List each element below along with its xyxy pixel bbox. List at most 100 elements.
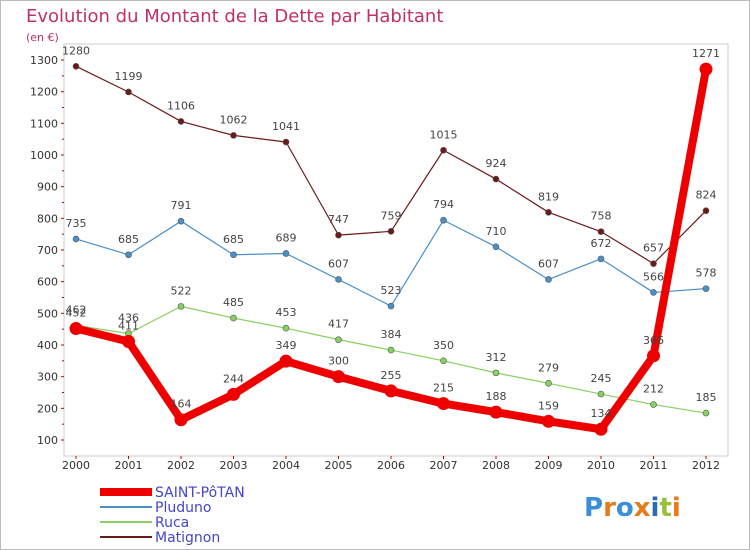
series-pluduno xyxy=(72,216,710,310)
data-point xyxy=(437,397,450,411)
legend-label: SAINT-PôTAN xyxy=(155,485,245,501)
data-point xyxy=(387,346,395,354)
data-point xyxy=(230,132,237,139)
chart-subtitle: (en €) xyxy=(26,31,59,44)
data-label: 607 xyxy=(538,257,559,270)
data-label: 1062 xyxy=(220,113,248,126)
y-tick-label: 1200 xyxy=(30,86,58,99)
data-label: 349 xyxy=(276,339,297,352)
data-label: 411 xyxy=(118,320,139,333)
y-tick-label: 300 xyxy=(37,371,58,384)
data-label: 566 xyxy=(643,270,664,283)
data-point xyxy=(125,88,132,96)
x-tick-label: 2004 xyxy=(272,459,300,472)
x-tick-label: 2011 xyxy=(640,459,668,472)
y-tick-label: 500 xyxy=(37,307,58,320)
x-tick-label: 2002 xyxy=(167,459,195,472)
axes: 100 200 300 400 500 600 700 800 900 1000 1100 1200 1… xyxy=(30,43,729,472)
data-point xyxy=(72,63,80,70)
data-point xyxy=(384,384,398,398)
data-labels-layer: 1280 1199 1106 1062 1041 747 759 1015 924 819 758 6… xyxy=(62,44,720,420)
data-label: 485 xyxy=(223,296,244,309)
data-label: 417 xyxy=(328,318,349,331)
data-point xyxy=(647,349,660,363)
data-label: 159 xyxy=(538,399,559,412)
data-label: 685 xyxy=(118,233,139,246)
data-point xyxy=(594,422,608,436)
data-point xyxy=(387,302,395,310)
series-ruca xyxy=(72,303,710,417)
data-point xyxy=(335,276,342,283)
chart-title: Evolution du Montant de la Dette par Hab… xyxy=(26,6,443,27)
data-point xyxy=(545,209,552,216)
data-label: 735 xyxy=(66,217,87,230)
data-point xyxy=(650,401,657,408)
y-tick-label: 400 xyxy=(37,339,58,352)
data-point xyxy=(492,243,500,251)
y-tick-label: 1100 xyxy=(30,117,58,130)
data-label: 1106 xyxy=(167,99,195,112)
data-point xyxy=(489,405,503,419)
data-point xyxy=(125,251,132,259)
series-matignon xyxy=(72,63,710,267)
y-tick-label: 900 xyxy=(37,181,58,194)
data-point xyxy=(282,138,290,146)
y-tick-label: 1300 xyxy=(30,54,58,67)
data-label: 1041 xyxy=(272,120,300,133)
data-point xyxy=(174,413,188,427)
x-tick-label: 2000 xyxy=(62,459,90,472)
legend-label: Ruca xyxy=(155,515,189,531)
y-tick-label: 200 xyxy=(37,402,58,415)
data-point xyxy=(440,146,447,154)
data-label: 672 xyxy=(591,237,612,250)
data-label: 819 xyxy=(538,190,559,203)
y-tick-label: 1000 xyxy=(30,149,58,162)
data-point xyxy=(230,251,237,259)
data-label: 657 xyxy=(643,242,664,255)
series-saint-p-tan xyxy=(69,62,713,436)
data-label: 824 xyxy=(696,189,717,202)
x-tick-label: 2005 xyxy=(325,459,353,472)
data-label: 300 xyxy=(328,355,349,368)
data-point xyxy=(177,118,185,125)
data-point xyxy=(702,285,710,292)
data-point xyxy=(650,260,657,267)
data-label: 758 xyxy=(591,210,612,223)
data-label: 452 xyxy=(66,307,87,320)
data-label: 710 xyxy=(486,225,507,238)
data-point xyxy=(650,289,657,296)
x-tick-label: 2012 xyxy=(692,459,720,472)
data-label: 245 xyxy=(591,372,612,385)
data-label: 522 xyxy=(171,284,192,297)
data-point xyxy=(177,303,185,310)
data-label: 212 xyxy=(643,383,664,396)
data-point xyxy=(335,336,342,343)
x-tick-label: 2006 xyxy=(377,459,405,472)
data-point xyxy=(492,369,500,377)
data-label: 791 xyxy=(171,199,192,212)
data-point xyxy=(282,250,290,257)
data-label: 759 xyxy=(381,209,402,222)
x-tick-label: 2007 xyxy=(430,459,458,472)
data-label: 453 xyxy=(276,306,297,319)
data-point xyxy=(177,217,185,225)
data-label: 689 xyxy=(276,231,297,244)
x-tick-label: 2009 xyxy=(535,459,563,472)
data-point xyxy=(72,235,80,243)
data-point xyxy=(545,276,552,283)
data-point xyxy=(542,414,555,428)
data-point xyxy=(279,354,293,368)
data-label: 794 xyxy=(433,198,454,211)
x-tick-label: 2008 xyxy=(482,459,510,472)
data-point xyxy=(440,357,447,365)
data-point xyxy=(387,228,395,235)
x-tick-label: 2001 xyxy=(115,459,143,472)
data-point xyxy=(69,322,83,336)
data-label: 185 xyxy=(696,391,717,404)
data-label: 436 xyxy=(118,312,139,325)
data-label: 279 xyxy=(538,361,559,374)
data-label: 607 xyxy=(328,257,349,270)
data-point xyxy=(702,207,710,215)
